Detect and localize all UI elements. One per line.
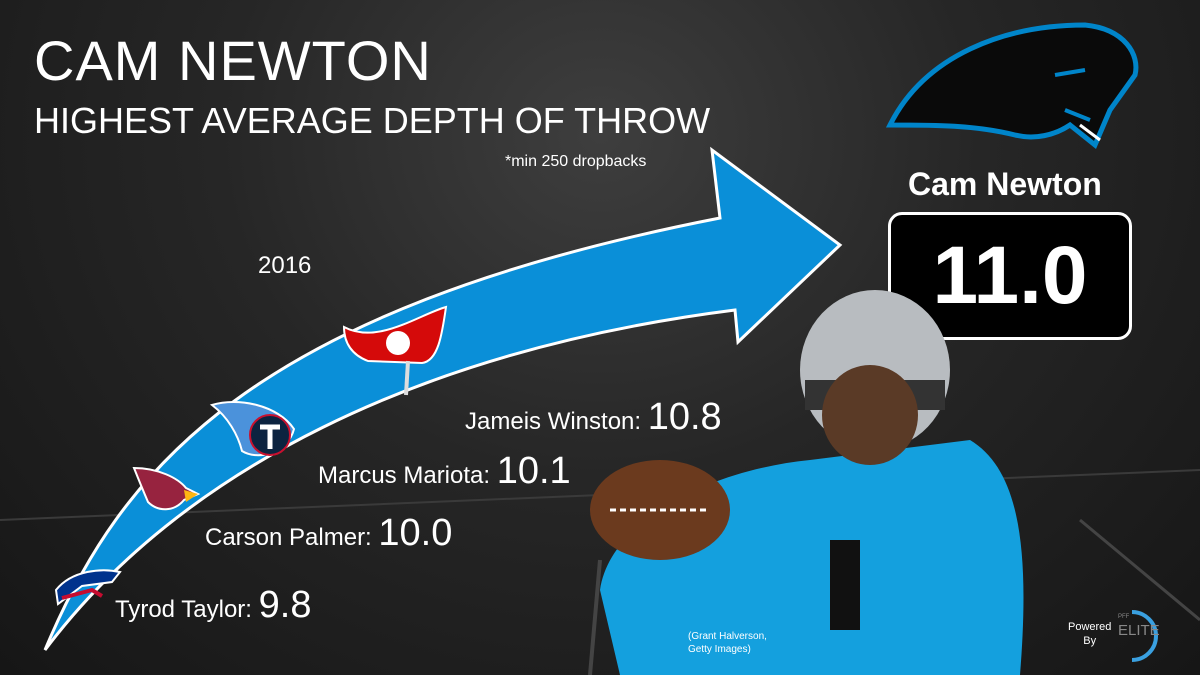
player-value: 10.1 [496,450,571,492]
powered-by: Powered By [1068,620,1111,648]
elite-logo: ELITE [1118,622,1160,639]
photo-credit: (Grant Halverson, Getty Images) [688,630,778,656]
page-subtitle: HIGHEST AVERAGE DEPTH OF THROW [34,100,711,141]
player-name: Jameis Winston: [465,408,642,435]
bills-logo-icon [54,569,122,606]
credit-line: (Grant Halverson, [688,631,767,642]
player-stat: Marcus Mariota: 10.1 [318,450,571,493]
by-label: By [1083,635,1097,647]
leader-value: 11.0 [932,230,1088,321]
player-name: Carson Palmer: [205,524,372,551]
player-value: 10.0 [378,512,453,554]
player-name: Tyrod Taylor: [115,596,252,623]
qualifier-note: *min 250 dropbacks [505,153,647,170]
leader-name: Cam Newton [908,166,1102,202]
panthers-logo-icon [885,22,1139,150]
leader-value-box: 11.0 [888,212,1132,340]
player-photo [590,290,1024,675]
player-value: 10.8 [647,396,722,438]
player-stat: Jameis Winston: 10.8 [465,396,722,439]
powered-label: Powered [1068,621,1112,633]
player-stat: Carson Palmer: 10.0 [205,512,452,555]
titans-logo-icon [209,401,296,457]
credit-line: Getty Images) [688,644,751,655]
player-value: 9.8 [258,584,312,626]
pff-ring-icon [1131,610,1158,662]
season-label: 2016 [258,252,312,279]
player-name: Marcus Mariota: [318,462,491,489]
buccaneers-logo-icon [342,305,448,396]
player-stat: Tyrod Taylor: 9.8 [115,584,311,627]
pff-label: PFF [1118,614,1130,620]
page-title: CAM NEWTON [34,29,432,92]
cardinals-logo-icon [132,466,200,511]
